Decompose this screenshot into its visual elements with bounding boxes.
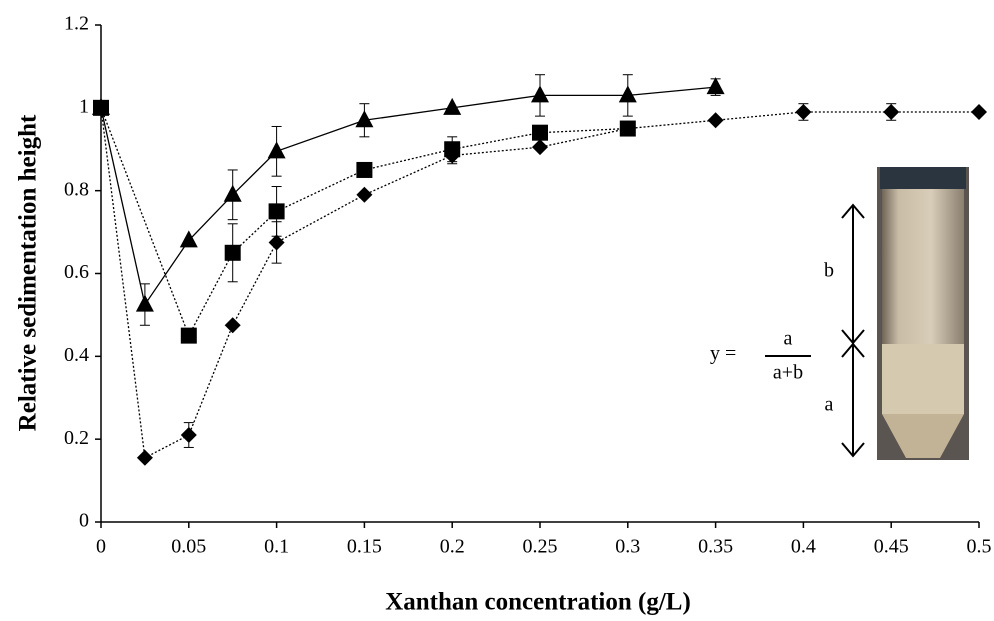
x-tick-label: 0.1	[264, 536, 289, 558]
y-tick-label: 0.2	[64, 427, 89, 449]
formula-denominator: a+b	[773, 362, 803, 384]
y-tick-label: 0	[79, 510, 89, 532]
marker	[268, 203, 285, 220]
x-axis-label: Xanthan concentration (g/L)	[385, 589, 691, 616]
series-line	[100, 107, 979, 459]
series-line	[100, 86, 716, 307]
marker	[532, 139, 548, 156]
marker	[267, 141, 286, 159]
marker	[355, 110, 374, 128]
marker	[223, 184, 242, 202]
y-tick-label: 0.8	[64, 178, 89, 200]
marker	[179, 230, 198, 248]
marker	[532, 124, 548, 141]
x-tick-label: 0.5	[967, 536, 992, 558]
marker	[971, 103, 987, 120]
y-tick-label: 1	[79, 95, 89, 117]
x-tick-label: 0.45	[874, 536, 909, 558]
formula-lhs: y =	[710, 343, 736, 365]
marker	[443, 97, 462, 115]
y-axis-label: Relative sedimentation height	[15, 114, 42, 431]
marker	[531, 85, 549, 103]
marker	[618, 85, 637, 103]
x-tick-label: 0.4	[791, 536, 816, 558]
y-tick-label: 0.4	[64, 344, 89, 366]
marker	[356, 161, 373, 178]
marker	[444, 147, 461, 164]
marker	[883, 103, 900, 120]
marker	[135, 294, 154, 312]
label-a: a	[825, 394, 834, 416]
marker	[707, 112, 724, 129]
marker	[180, 327, 197, 344]
marker	[224, 244, 241, 261]
x-tick-label: 0.2	[440, 536, 465, 558]
x-tick-label: 0	[96, 536, 106, 558]
marker	[224, 317, 241, 334]
arrows	[765, 203, 865, 458]
formula-numerator: a	[784, 328, 793, 350]
marker	[356, 186, 373, 203]
inset-photo	[877, 167, 969, 460]
marker	[795, 103, 812, 120]
marker	[268, 234, 285, 251]
marker	[93, 99, 109, 116]
y-tick-label: 1.2	[64, 13, 89, 35]
marker	[619, 120, 636, 137]
x-tick-label: 0.15	[347, 536, 382, 558]
marker	[180, 427, 197, 444]
marker	[136, 449, 153, 466]
series-line	[100, 107, 628, 338]
label-b: b	[824, 260, 834, 282]
x-tick-label: 0.05	[171, 536, 206, 558]
y-tick-label: 0.6	[64, 261, 89, 283]
x-tick-label: 0.25	[523, 536, 558, 558]
x-tick-label: 0.3	[615, 536, 640, 558]
marker	[706, 77, 725, 95]
x-tick-label: 0.35	[698, 536, 733, 558]
